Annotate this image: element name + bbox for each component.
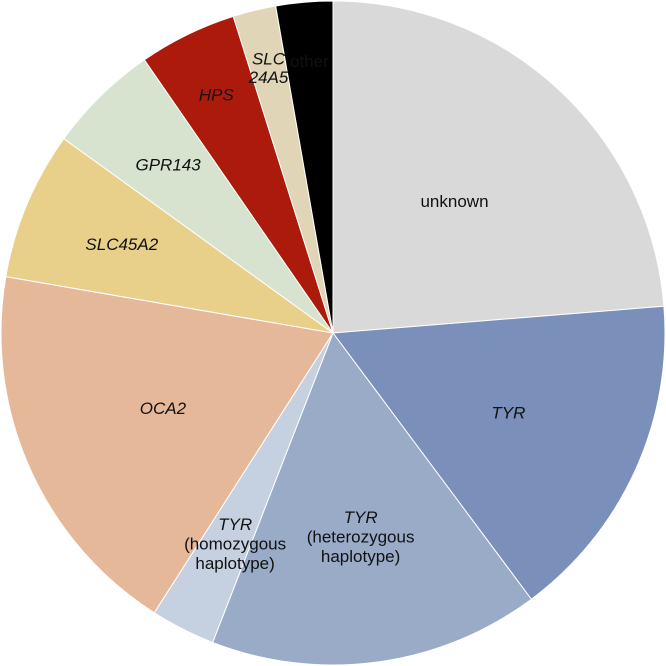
pie-label-line: SLC: [252, 50, 286, 69]
pie-label-oca2: OCA2: [140, 399, 187, 418]
pie-label-tyr-heterozygous-haplotype: TYR (heterozygous haplotype): [307, 508, 415, 566]
pie-label-line: GPR143: [135, 156, 201, 175]
pie-label-line: TYR: [218, 515, 252, 534]
pie-slice-slc45a2: [5, 137, 334, 334]
pie-slice-other: [275, 0, 334, 334]
pie-label-slc24a5: SLC 24A5: [248, 50, 289, 87]
pie-label-line: unknown: [420, 192, 488, 211]
pie-slice-tyr: [332, 305, 666, 600]
pie-slice-unknown: [332, 0, 665, 334]
pie-label-slc45a2: SLC45A2: [85, 235, 158, 254]
pie-label-line: HPS: [199, 85, 235, 104]
pie-label-line: haplotype): [195, 554, 274, 573]
pie-slice-tyr-heterozygous-haplotype: [211, 331, 533, 666]
pie-label-line: haplotype): [321, 547, 400, 566]
pie-label-other: other: [290, 52, 329, 71]
pie-label-tyr-homozygous-haplotype: TYR (homozygous haplotype): [184, 515, 286, 573]
pie-label-line: (homozygous: [184, 534, 286, 553]
pie-label-line: SLC45A2: [85, 235, 158, 254]
pie-label-tyr: TYR: [491, 403, 525, 422]
pie-label-gpr143: GPR143: [135, 156, 201, 175]
pie-label-unknown: unknown: [420, 192, 488, 211]
pie-label-hps: HPS: [199, 85, 235, 104]
pie-label-line: other: [290, 52, 329, 71]
pie-slice-oca2: [0, 276, 334, 614]
pie-label-line: OCA2: [140, 399, 187, 418]
pie-label-line: TYR: [344, 508, 378, 527]
pie-label-line: 24A5: [248, 68, 289, 87]
pie-label-line: (heterozygous: [307, 528, 415, 547]
pie-label-line: TYR: [491, 403, 525, 422]
